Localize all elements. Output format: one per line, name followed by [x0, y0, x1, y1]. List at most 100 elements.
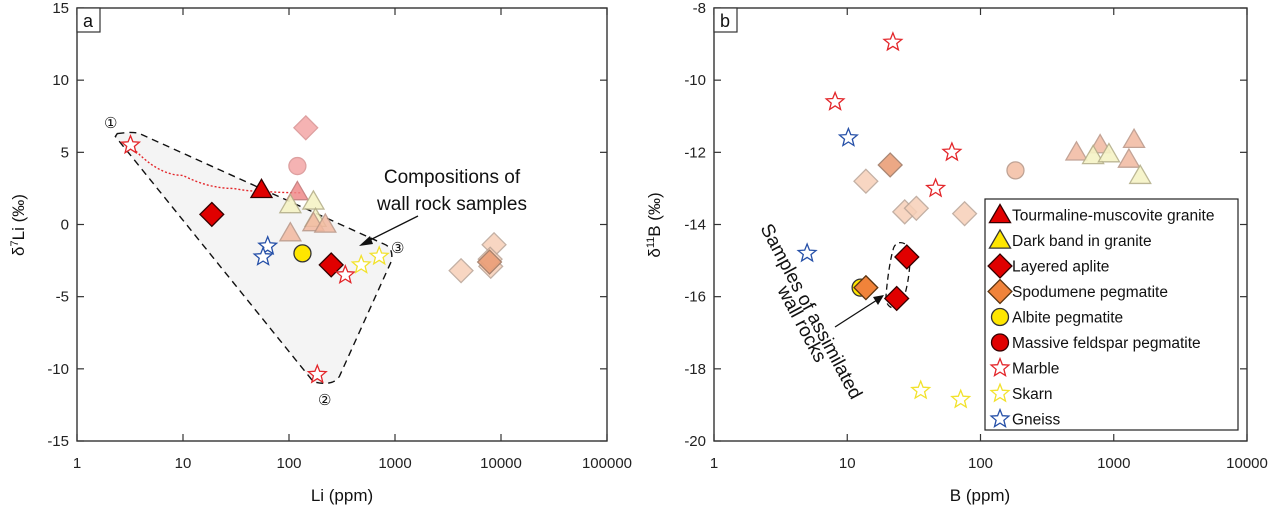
panel-b-y-axis-title: δ11B (‰): [645, 192, 664, 257]
legend-label: Marble: [1012, 361, 1059, 378]
data-point-skarn: [910, 379, 932, 400]
data-point-aplite: [198, 201, 225, 228]
data-point-gneiss: [257, 235, 279, 256]
data-point-lit_orange_diamond: [951, 200, 978, 227]
data-point-albite: [293, 244, 312, 263]
panel-a: 1 10 100 1000 10000 100000 -15 -10 -5 0 5 10 15 a Li…: [9, 0, 632, 505]
legend-entry: Tourmaline-muscovite granite: [988, 203, 1214, 225]
legend-label: Skarn: [1012, 386, 1053, 403]
legend-marker-massive: [990, 333, 1010, 352]
legend-label: Massive feldspar pegmatite: [1012, 335, 1201, 352]
panel-a-y-axis-title: δ7Li (‰): [9, 194, 28, 256]
y-tick-label: 10: [52, 72, 69, 89]
legend-label: Gneiss: [1012, 412, 1060, 429]
annotation-arrow-b: [834, 295, 884, 328]
legend-marker-spodumene: [987, 278, 1013, 305]
panel-a-label-box: [76, 7, 101, 33]
panel-a-ticks: 1 10 100 1000 10000 100000 -15 -10 -5 0 5 10 15: [47, 0, 632, 472]
data-point-marble: [925, 177, 947, 198]
x-tick-label: 1: [710, 455, 718, 472]
y-tick-label: 0: [61, 217, 69, 234]
legend-marker-marble: [989, 356, 1011, 378]
panel-b-label: b: [720, 11, 730, 31]
legend-marker-aplite: [987, 253, 1013, 279]
data-point-marble: [334, 263, 356, 285]
panel-b-label-box: [713, 7, 738, 33]
data-point-lit_pink_diamond: [292, 114, 319, 141]
data-point-aplite: [318, 252, 345, 278]
circled-label-2: ②: [318, 392, 331, 409]
legend-marker-darkband: [988, 228, 1012, 249]
panel-b-ticks: 1 10 100 1000 10000 -20 -18 -16 -14 -12 -10 -8: [684, 0, 1268, 472]
x-tick-label: 1000: [1097, 455, 1130, 472]
legend-marker-skarn: [989, 382, 1011, 403]
x-tick-label: 10000: [1226, 455, 1268, 472]
legend-entry: Skarn: [989, 382, 1053, 403]
y-tick-label: 5: [61, 144, 69, 161]
y-tick-label: -12: [684, 144, 706, 161]
x-tick-label: 1000: [378, 455, 411, 472]
legend-entry: Marble: [989, 356, 1059, 378]
x-tick-label: 1: [73, 455, 81, 472]
data-point-spodumene: [853, 274, 879, 301]
data-point-aplite: [894, 244, 920, 270]
data-point-lit_orange_circle: [1006, 161, 1025, 180]
y-tick-label: -15: [47, 433, 69, 450]
panel-b: 1 10 100 1000 10000 -20 -18 -16 -14 -12 -10 -8 b B …: [645, 0, 1268, 505]
legend-marker-tourmaline: [988, 203, 1012, 224]
panel-a-x-axis-title: Li (ppm): [311, 486, 373, 505]
annotation-arrow-a: [359, 215, 419, 246]
legend-entry: Dark band in granite: [988, 228, 1152, 250]
y-tick-label: -10: [47, 361, 69, 378]
data-point-lit_orange_triangle: [1122, 127, 1146, 149]
data-point-skarn: [368, 245, 390, 266]
data-point-gneiss: [252, 245, 274, 266]
annotation-wall-rock-line1: Compositions of: [384, 167, 521, 188]
panel-b-x-axis-title: B (ppm): [950, 486, 1010, 505]
y-tick-label: 15: [52, 0, 69, 17]
y-tick-label: -8: [693, 0, 706, 17]
legend-marker-gneiss: [989, 407, 1011, 429]
mixing-curve: [130, 144, 302, 194]
legend-entry: Spodumene pegmatite: [987, 278, 1168, 305]
data-point-lit_pink_circle: [288, 156, 307, 176]
panel-a-label: a: [83, 11, 94, 31]
data-point-marble: [306, 363, 328, 384]
data-point-aplite: [883, 285, 910, 312]
legend-marker-albite: [990, 307, 1010, 327]
data-point-lit_orange_triangle: [1117, 147, 1141, 168]
data-point-marble: [882, 31, 904, 52]
circled-number-1: ①: [104, 115, 117, 132]
legend: Tourmaline-muscovite granite Dark band in…: [984, 198, 1239, 431]
data-point-marble: [824, 90, 846, 111]
x-tick-label: 100000: [582, 455, 632, 472]
data-point-lit_orange_diamond: [853, 168, 879, 195]
legend-label: Dark band in granite: [1012, 233, 1152, 250]
annotation-assimilated-line1: Samples of assimilated: [756, 220, 866, 402]
y-tick-label: -5: [56, 289, 69, 306]
data-point-lit_orange_triangle: [1064, 140, 1089, 161]
data-point-lit_yellow_triangle: [301, 189, 326, 210]
legend-label: Layered aplite: [1012, 259, 1109, 276]
data-point-lit_yellow_triangle: [1128, 163, 1152, 185]
y-tick-label: -20: [684, 433, 706, 450]
x-tick-label: 100: [276, 455, 301, 472]
panel-b-points: [796, 31, 1152, 409]
x-tick-label: 10: [839, 455, 856, 472]
data-point-skarn: [350, 253, 372, 274]
data-point-lit_orange_diamond_dark: [877, 152, 904, 178]
legend-entry: Albite pegmatite: [990, 307, 1123, 327]
data-point-lit_yellow_triangle: [1081, 144, 1105, 165]
circled-label-3: ③: [391, 240, 404, 257]
legend-label: Tourmaline-muscovite granite: [1012, 208, 1214, 225]
legend-entry: Layered aplite: [987, 253, 1109, 279]
data-point-lit_orange_diamond: [448, 257, 474, 284]
data-point-gneiss: [796, 242, 818, 263]
data-point-lit_orange_diamond: [903, 195, 930, 222]
data-point-skarn: [950, 388, 972, 409]
data-point-marble: [941, 141, 963, 162]
circled-number-2: ②: [318, 392, 331, 409]
legend-box: [984, 198, 1239, 431]
y-tick-label: -18: [684, 361, 706, 378]
assimilated-wall-rock-outline: [885, 241, 911, 309]
